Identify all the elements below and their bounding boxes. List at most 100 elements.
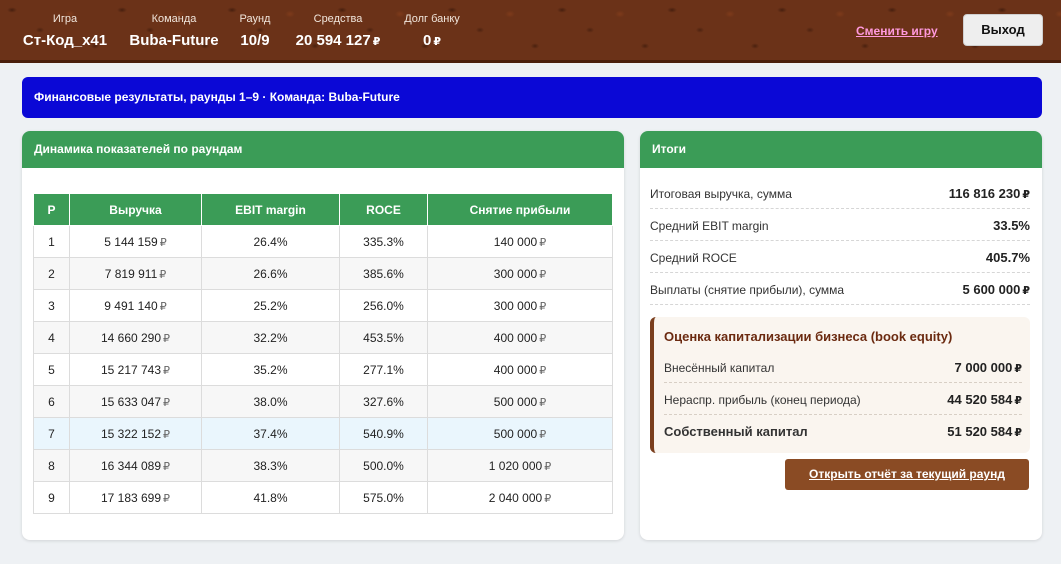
- cell-withdraw: 500 000 ₽: [427, 417, 613, 450]
- dynamics-card: Динамика показателей по раундам Р Выручк…: [22, 131, 624, 540]
- totals-card: Итоги Итоговая выручка, сумма 116 816 23…: [640, 131, 1042, 540]
- top-bar: Игра Ст-Код_x41 Команда Buba-Future Раун…: [0, 0, 1061, 63]
- cell-revenue: 5 144 159 ₽: [69, 225, 202, 258]
- column-header-ebit: EBIT margin: [201, 193, 340, 226]
- equity-label: Нераспр. прибыль (конец периода): [664, 393, 861, 407]
- cell-withdraw: 400 000 ₽: [427, 353, 613, 386]
- equity-row-retained: Нераспр. прибыль (конец периода) 44 520 …: [664, 383, 1022, 415]
- stat-round-value: 10/9: [240, 32, 270, 49]
- page-title-banner: Финансовые результаты, раунды 1–9 · Кома…: [22, 77, 1042, 118]
- cell-round: 9: [33, 481, 70, 514]
- equity-row-contributed: Внесённый капитал 7 000 000 ₽: [664, 351, 1022, 383]
- change-game-link[interactable]: Сменить игру: [856, 24, 938, 38]
- cell-ebit: 26.4%: [201, 225, 340, 258]
- column-header-roce: ROCE: [339, 193, 428, 226]
- cell-ebit: 25.2%: [201, 289, 340, 322]
- cell-roce: 453.5%: [339, 321, 428, 354]
- cell-roce: 277.1%: [339, 353, 428, 386]
- cell-round: 3: [33, 289, 70, 322]
- currency-icon: ₽: [1014, 427, 1022, 439]
- cell-roce: 540.9%: [339, 417, 428, 450]
- cell-roce: 256.0%: [339, 289, 428, 322]
- stat-round: Раунд 10/9: [234, 12, 276, 50]
- stat-funds-value: 20 594 127 ₽: [295, 32, 381, 49]
- currency-icon: ₽: [1014, 363, 1022, 375]
- cell-revenue: 7 819 911 ₽: [69, 257, 202, 290]
- total-label: Итоговая выручка, сумма: [650, 187, 792, 201]
- currency-icon: ₽: [1014, 395, 1022, 407]
- table-row: 7 15 322 152 ₽37.4% 540.9% 500 000 ₽: [33, 417, 613, 450]
- cell-roce: 385.6%: [339, 257, 428, 290]
- cell-withdraw: 1 020 000 ₽: [427, 449, 613, 482]
- equity-row-total: Собственный капитал 51 520 584 ₽: [664, 415, 1022, 447]
- cell-withdraw: 300 000 ₽: [427, 289, 613, 322]
- currency-icon: ₽: [539, 364, 547, 377]
- table-header-row: Р Выручка EBIT margin ROCE Снятие прибыл…: [33, 193, 613, 226]
- cell-revenue: 16 344 089 ₽: [69, 449, 202, 482]
- cell-withdraw: 300 000 ₽: [427, 257, 613, 290]
- cell-revenue: 14 660 290 ₽: [69, 321, 202, 354]
- stat-bank-debt: Долг банку 0 ₽: [400, 12, 464, 51]
- cell-revenue: 15 322 152 ₽: [69, 417, 202, 450]
- cell-revenue: 9 491 140 ₽: [69, 289, 202, 322]
- total-row-payouts: Выплаты (снятие прибыли), сумма 5 600 00…: [650, 273, 1030, 305]
- cell-revenue: 17 183 699 ₽: [69, 481, 202, 514]
- currency-icon: ₽: [539, 268, 547, 281]
- cell-withdraw: 2 040 000 ₽: [427, 481, 613, 514]
- cell-ebit: 37.4%: [201, 417, 340, 450]
- equity-value: 51 520 584 ₽: [947, 424, 1022, 439]
- currency-icon: ₽: [539, 428, 547, 441]
- currency-icon: ₽: [544, 460, 552, 473]
- currency-icon: ₽: [539, 332, 547, 345]
- cell-round: 4: [33, 321, 70, 354]
- currency-icon: ₽: [372, 36, 381, 48]
- currency-icon: ₽: [1022, 285, 1030, 297]
- equity-title: Оценка капитализации бизнеса (book equit…: [664, 329, 953, 344]
- total-value: 116 816 230 ₽: [948, 186, 1030, 201]
- stat-team-value: Buba-Future: [129, 32, 219, 49]
- table-row: 5 15 217 743 ₽35.2% 277.1% 400 000 ₽: [33, 353, 613, 386]
- total-row-ebit: Средний EBIT margin 33.5%: [650, 209, 1030, 241]
- cell-withdraw: 500 000 ₽: [427, 385, 613, 418]
- currency-icon: ₽: [539, 396, 547, 409]
- currency-icon: ₽: [539, 236, 547, 249]
- open-report-button[interactable]: Открыть отчёт за текущий раунд: [785, 459, 1029, 490]
- rounds-table: Р Выручка EBIT margin ROCE Снятие прибыл…: [33, 193, 613, 514]
- currency-icon: ₽: [163, 332, 171, 345]
- equity-panel: Оценка капитализации бизнеса (book equit…: [650, 317, 1030, 453]
- table-row: 9 17 183 699 ₽41.8% 575.0% 2 040 000 ₽: [33, 481, 613, 514]
- cell-ebit: 26.6%: [201, 257, 340, 290]
- total-value: 33.5%: [993, 218, 1030, 233]
- currency-icon: ₽: [163, 492, 171, 505]
- cell-ebit: 32.2%: [201, 321, 340, 354]
- currency-icon: ₽: [544, 492, 552, 505]
- stat-round-label: Раунд: [239, 13, 271, 25]
- cell-round: 6: [33, 385, 70, 418]
- exit-button[interactable]: Выход: [963, 14, 1043, 46]
- table-row: 6 15 633 047 ₽38.0% 327.6% 500 000 ₽: [33, 385, 613, 418]
- currency-icon: ₽: [163, 396, 171, 409]
- cell-ebit: 41.8%: [201, 481, 340, 514]
- stat-game-value: Ст-Код_x41: [22, 32, 108, 49]
- cell-round: 5: [33, 353, 70, 386]
- cell-revenue: 15 217 743 ₽: [69, 353, 202, 386]
- total-row-roce: Средний ROCE 405.7%: [650, 241, 1030, 273]
- column-header-revenue: Выручка: [69, 193, 202, 226]
- equity-value: 44 520 584 ₽: [947, 392, 1022, 407]
- total-label: Средний EBIT margin: [650, 219, 769, 233]
- total-value: 405.7%: [985, 250, 1030, 265]
- currency-icon: ₽: [163, 364, 171, 377]
- cell-round: 1: [33, 225, 70, 258]
- table-row: 8 16 344 089 ₽38.3% 500.0% 1 020 000 ₽: [33, 449, 613, 482]
- stat-team-label: Команда: [151, 13, 197, 25]
- currency-icon: ₽: [1022, 189, 1030, 201]
- total-value: 5 600 000 ₽: [962, 282, 1031, 297]
- dynamics-card-title: Динамика показателей по раундам: [22, 131, 624, 168]
- stat-game-label: Игра: [52, 13, 78, 25]
- column-header-withdraw: Снятие прибыли: [427, 193, 613, 226]
- stat-bank-debt-value: 0 ₽: [423, 32, 441, 49]
- currency-icon: ₽: [539, 300, 547, 313]
- cell-roce: 575.0%: [339, 481, 428, 514]
- cell-roce: 335.3%: [339, 225, 428, 258]
